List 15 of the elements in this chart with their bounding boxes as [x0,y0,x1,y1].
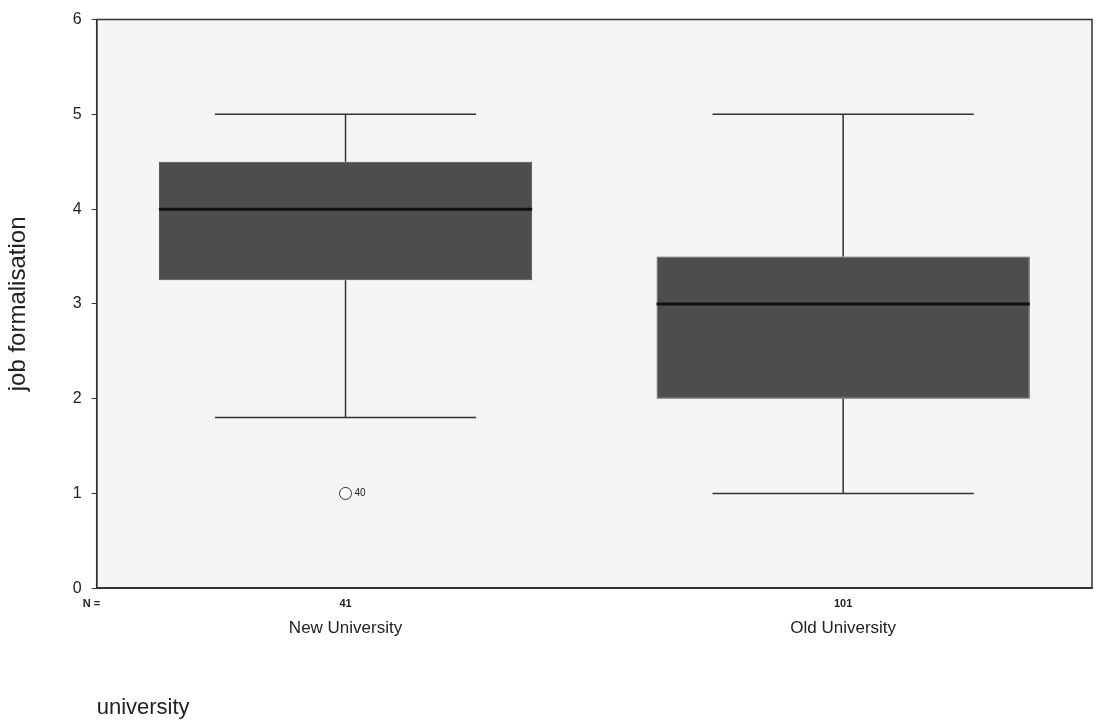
text: N = [82,597,101,610]
y-tick-label: 4 [72,199,82,217]
annotation: 40 [354,487,367,499]
y-tick-label: 5 [72,104,82,122]
y-tick-label: 6 [72,10,82,28]
text: 101 [833,597,853,610]
y-tick-label: 2 [72,389,82,407]
y-tick-label: 0 [72,578,82,596]
x-tick-label: New University [288,618,403,638]
y-tick-label: 1 [72,483,82,501]
x-axis-title: university [96,693,190,719]
x-tick-label: Old University [790,618,897,638]
text: 41 [339,597,352,610]
y-axis-title: job formalisation [3,216,31,393]
y-tick-label: 3 [72,294,82,312]
